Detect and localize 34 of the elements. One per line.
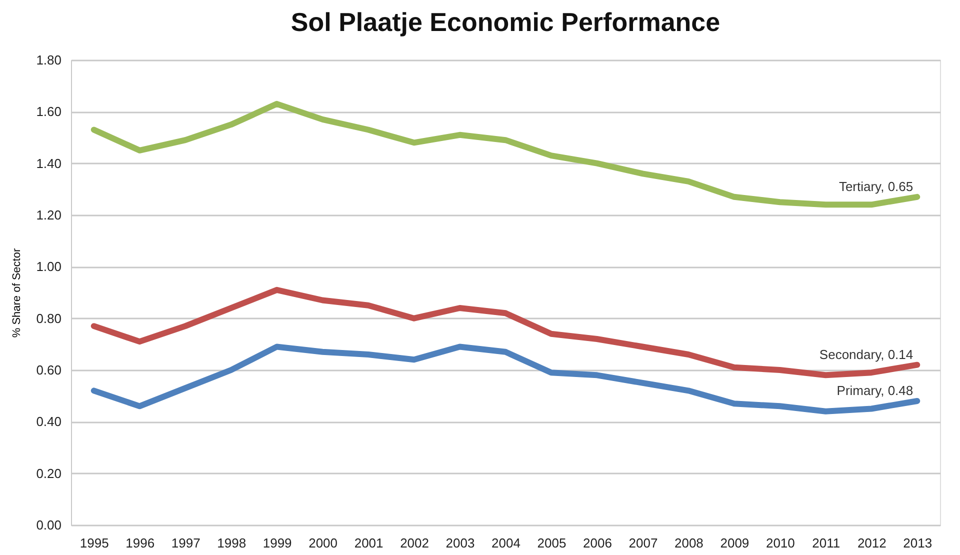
x-tick-label: 2002: [400, 536, 429, 550]
x-tick-label: 2009: [720, 536, 750, 550]
annotation: Tertiary, 0.65: [838, 178, 914, 194]
y-axis-title: % Share of Sector: [11, 248, 24, 338]
x-tick-label: 2000: [308, 536, 338, 550]
annotation: Primary, 0.48: [836, 383, 914, 398]
x-tick-label: 2011: [812, 536, 840, 550]
chart-title: Sol Plaatje Economic Performance: [290, 7, 720, 37]
x-tick-label: 1999: [262, 536, 292, 550]
y-tick-label: 0.20: [36, 466, 62, 481]
x-tick-label: 2010: [766, 536, 795, 550]
x-tick-label: 1995: [80, 536, 109, 550]
x-tick-label: 2004: [492, 536, 520, 550]
y-tick-label: 1.00: [36, 259, 62, 274]
y-tick-label: 1.60: [36, 104, 62, 120]
x-tick-label: 2012: [857, 536, 886, 550]
annotation: Secondary, 0.14: [819, 346, 914, 362]
y-tick-label: 0.40: [36, 414, 62, 430]
y-tick-label: 1.40: [36, 156, 62, 171]
x-tick-label: 1996: [126, 536, 155, 550]
y-tick-label: 0.00: [36, 518, 62, 532]
x-tick-label: 2001: [354, 536, 384, 550]
x-tick-label: 2006: [583, 536, 612, 550]
x-tick-label: 2007: [628, 536, 658, 550]
x-tick-label: 2005: [537, 536, 566, 550]
x-tick-label: 2003: [446, 536, 475, 550]
x-tick-label: 1997: [171, 536, 200, 550]
y-tick-label: 0.80: [36, 310, 62, 326]
x-tick-label: 1998: [217, 536, 246, 550]
x-tick-label: 2008: [674, 536, 704, 550]
y-tick-label: 0.60: [36, 362, 62, 378]
y-tick-label: 1.20: [36, 208, 62, 222]
x-tick-label: 2013: [903, 536, 932, 550]
y-tick-label: 1.80: [36, 52, 62, 68]
